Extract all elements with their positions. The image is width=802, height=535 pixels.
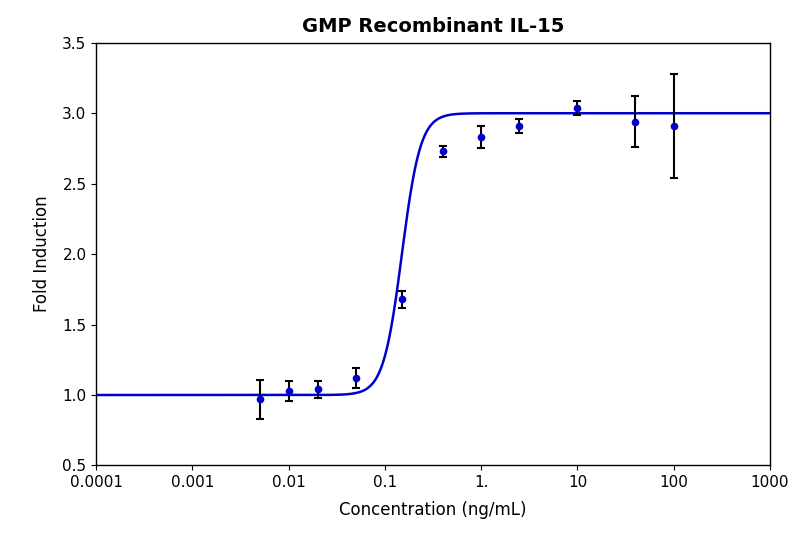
X-axis label: Concentration (ng/mL): Concentration (ng/mL) [339, 501, 527, 519]
Y-axis label: Fold Induction: Fold Induction [33, 196, 51, 312]
Title: GMP Recombinant IL-15: GMP Recombinant IL-15 [302, 17, 565, 36]
